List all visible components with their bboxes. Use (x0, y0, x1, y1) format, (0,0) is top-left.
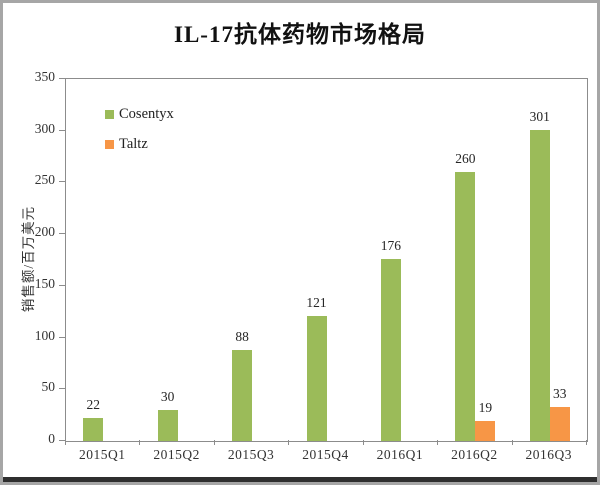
y-axis-tick-mark (59, 181, 65, 183)
x-axis-tick-mark (437, 440, 439, 445)
y-axis-tick-mark (59, 388, 65, 390)
y-axis-tick-mark (59, 78, 65, 79)
y-axis-tick-mark (59, 129, 65, 131)
bar-value-label-cosentyx-2015Q3: 88 (235, 328, 249, 344)
y-axis-tick-label: 50 (41, 379, 56, 395)
bar-cosentyx-2016Q1 (380, 258, 401, 441)
x-axis-category-label: 2015Q1 (78, 447, 126, 462)
legend-item-cosentyx: Cosentyx (105, 106, 174, 123)
y-axis-tick-label: 100 (34, 327, 55, 343)
bar-value-label-cosentyx-2016Q3: 301 (529, 108, 550, 124)
bar-value-label-taltz-2016Q3: 33 (553, 385, 567, 401)
bar-value-label-cosentyx-2015Q2: 30 (160, 388, 175, 404)
x-axis-category-label: 2016Q1 (376, 447, 424, 462)
bar-cosentyx-2015Q4 (306, 315, 327, 441)
legend-label-cosentyx: Cosentyx (119, 106, 174, 122)
y-axis-title: 销售额/百万美元 (21, 205, 36, 313)
y-axis-tick-label: 250 (34, 172, 55, 188)
x-axis-category-label: 2015Q4 (302, 447, 349, 462)
x-axis-category-label: 2016Q3 (525, 447, 573, 462)
legend-label-taltz: Taltz (119, 136, 148, 152)
y-axis-tick-mark (59, 284, 65, 286)
y-axis-tick-mark (59, 440, 65, 441)
x-axis-tick-mark (139, 440, 141, 445)
chart-title: IL-17抗体药物市场格局 (174, 22, 426, 47)
bar-value-label-cosentyx-2016Q1: 176 (380, 237, 402, 253)
legend: Cosentyx Taltz (105, 106, 174, 166)
y-axis-tick-label: 300 (34, 120, 55, 136)
y-axis-tick-label: 150 (34, 275, 55, 291)
y-axis-tick-mark (59, 336, 65, 338)
x-axis-tick-mark (511, 440, 513, 445)
cosentyx-swatch-icon (105, 110, 114, 119)
y-axis-tick-mark (59, 233, 65, 235)
x-axis-category-label: 2015Q2 (153, 447, 200, 462)
bar-taltz-2016Q3 (549, 406, 570, 441)
y-axis-tick-label: 350 (34, 69, 55, 84)
bar-cosentyx-2015Q3 (232, 349, 253, 441)
x-axis-tick-mark (65, 440, 66, 445)
x-axis-tick-mark (586, 440, 587, 445)
y-axis-tick-label: 200 (34, 224, 55, 240)
taltz-swatch-icon (105, 140, 114, 149)
bar-value-label-taltz-2016Q2: 19 (478, 400, 493, 416)
x-axis-category-label: 2015Q3 (227, 447, 275, 462)
bar-cosentyx-2016Q3 (529, 129, 550, 441)
x-axis-tick-mark (288, 440, 290, 445)
legend-item-taltz: Taltz (105, 136, 174, 153)
bottom-edge-bar (3, 477, 597, 482)
y-axis-tick-label: 0 (48, 431, 55, 446)
bar-value-label-cosentyx-2015Q1: 22 (86, 397, 100, 413)
bar-cosentyx-2015Q1 (83, 418, 104, 441)
bar-cosentyx-2015Q2 (157, 409, 178, 441)
plot-area: Cosentyx Taltz 22 30 88 121 176 260 19 301 33 (65, 78, 588, 442)
bar-taltz-2016Q2 (475, 421, 496, 441)
bar-cosentyx-2016Q2 (455, 172, 476, 441)
bar-value-label-cosentyx-2015Q4: 121 (306, 294, 327, 310)
x-axis-category-label: 2016Q2 (451, 447, 498, 462)
x-axis-tick-mark (213, 440, 215, 445)
bar-value-label-cosentyx-2016Q2: 260 (455, 151, 476, 167)
x-axis-tick-mark (362, 440, 364, 445)
